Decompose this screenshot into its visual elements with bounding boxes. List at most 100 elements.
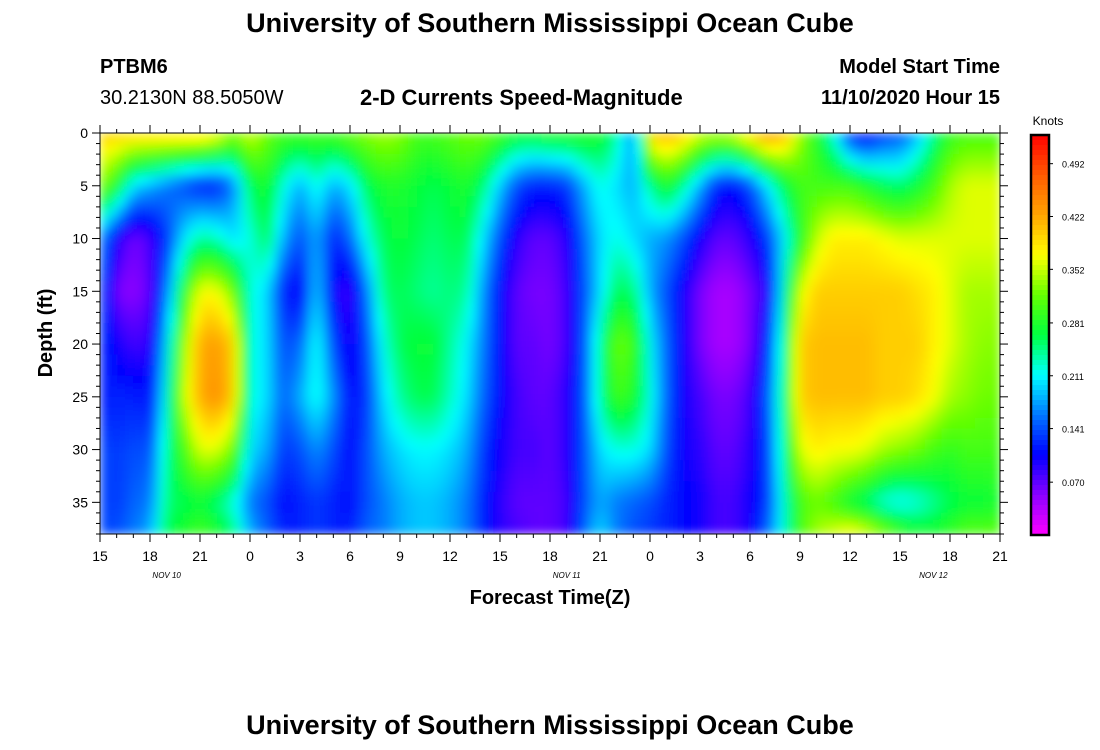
heatmap-cell (375, 301, 384, 313)
heatmap-cell (391, 270, 401, 282)
heatmap-cell (358, 481, 368, 493)
heatmap-cell (425, 460, 434, 472)
heatmap-cell (750, 439, 759, 451)
heatmap-cell (250, 196, 259, 208)
heatmap-cell (250, 133, 259, 145)
heatmap-cell (966, 407, 976, 419)
heatmap-cell (916, 164, 926, 176)
heatmap-cell (300, 512, 309, 525)
heatmap-cell (341, 523, 351, 534)
heatmap-cell (900, 175, 909, 187)
heatmap-cell (483, 333, 493, 345)
heatmap-cell (716, 227, 726, 240)
heatmap-cell (983, 185, 993, 197)
heatmap-cell (225, 512, 234, 525)
heatmap-cell (366, 523, 376, 534)
heatmap-cell (316, 428, 326, 440)
heatmap-cell (233, 449, 243, 461)
heatmap-cell (283, 460, 293, 472)
heatmap-cell (516, 502, 526, 514)
heatmap-cell (775, 449, 784, 461)
heatmap-cell (366, 322, 376, 335)
heatmap-cell (383, 491, 393, 503)
heatmap-cell (183, 523, 193, 534)
heatmap-cell (675, 449, 684, 461)
heatmap-cell (516, 175, 526, 187)
heatmap-cell (575, 502, 584, 514)
heatmap-cell (308, 259, 318, 271)
heatmap-cell (675, 196, 684, 208)
heatmap-cell (858, 238, 868, 250)
heatmap-cell (633, 407, 643, 419)
heatmap-cell (166, 396, 176, 408)
heatmap-cell (533, 523, 543, 534)
heatmap-cell (325, 301, 334, 313)
heatmap-cell (691, 206, 701, 219)
heatmap-cell (283, 365, 293, 377)
heatmap-cell (475, 439, 484, 451)
heatmap-cell (400, 523, 409, 534)
heatmap-cell (991, 481, 1000, 493)
heatmap-cell (733, 154, 743, 166)
heatmap-cell (500, 502, 509, 514)
heatmap-cell (975, 439, 984, 451)
x-tick-label: 12 (842, 548, 858, 564)
heatmap-cell (608, 502, 618, 514)
heatmap-cell (233, 133, 243, 145)
heatmap-cell (133, 270, 143, 282)
heatmap-cell (475, 396, 484, 408)
heatmap-cell (666, 354, 676, 366)
heatmap-cell (858, 439, 868, 451)
heatmap-cell (458, 354, 468, 366)
heatmap-cell (600, 133, 609, 145)
heatmap-cell (100, 428, 109, 440)
heatmap-cell (275, 481, 284, 493)
heatmap-cell (116, 249, 126, 261)
heatmap-cell (458, 133, 468, 145)
heatmap-cell (958, 481, 968, 493)
heatmap-cell (708, 407, 718, 419)
heatmap-cell (800, 280, 809, 292)
heatmap-cell (383, 227, 393, 240)
heatmap-cell (633, 185, 643, 197)
heatmap-cell (141, 460, 151, 472)
heatmap-cell (925, 375, 934, 387)
heatmap-cell (141, 175, 151, 187)
heatmap-cell (550, 270, 559, 282)
heatmap-cell (141, 417, 151, 430)
heatmap-cell (333, 428, 343, 440)
heatmap-cell (366, 491, 376, 503)
heatmap-cell (650, 238, 659, 250)
heatmap-cell (350, 470, 359, 482)
heatmap-cell (941, 470, 951, 482)
heatmap-cell (825, 417, 834, 430)
heatmap-cell (483, 407, 493, 419)
colorbar-swatch (1031, 475, 1049, 481)
heatmap-cell (900, 439, 909, 451)
colorbar-swatch (1031, 430, 1049, 436)
heatmap-cell (850, 259, 859, 271)
heatmap-cell (275, 512, 284, 525)
heatmap-cell (116, 217, 126, 229)
heatmap-cell (200, 344, 209, 356)
heatmap-cell (583, 270, 593, 282)
heatmap-cell (850, 206, 859, 219)
heatmap-cell (541, 154, 551, 166)
heatmap-cell (758, 143, 768, 155)
heatmap-cell (633, 449, 643, 461)
heatmap-cell (908, 217, 918, 229)
heatmap-cell (708, 259, 718, 271)
heatmap-cell (375, 523, 384, 534)
heatmap-cell (216, 439, 226, 451)
heatmap-cell (925, 354, 934, 366)
heatmap-cell (433, 154, 443, 166)
heatmap-cell (525, 428, 534, 440)
heatmap-cell (833, 238, 843, 250)
heatmap-cell (716, 270, 726, 282)
heatmap-cell (258, 164, 268, 176)
heatmap-cell (658, 375, 668, 387)
heatmap-cell (433, 238, 443, 250)
heatmap-cell (741, 523, 751, 534)
heatmap-cell (200, 396, 209, 408)
heatmap-cell (100, 280, 109, 292)
